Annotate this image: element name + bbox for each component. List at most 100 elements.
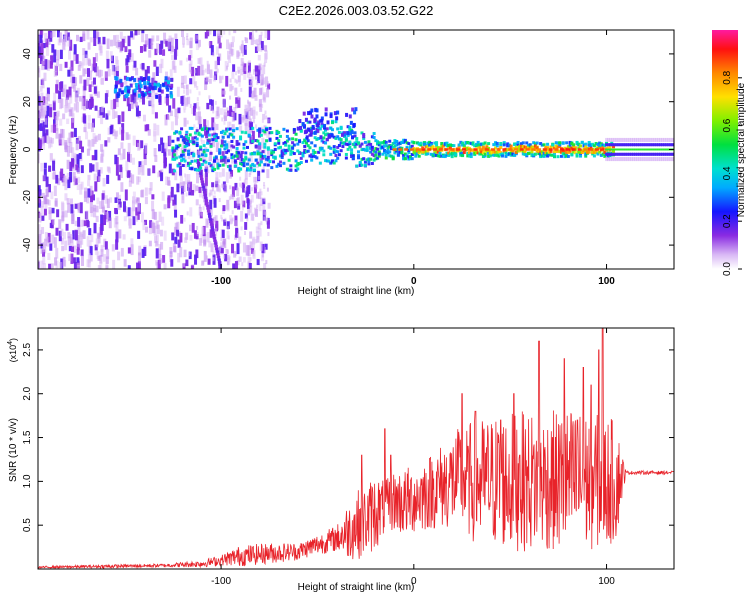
heatmap-cell [222,205,226,212]
heatmap-cell [206,220,209,225]
heatmap-cell [261,156,265,160]
heatmap-cell [351,142,355,146]
heatmap-cell [83,103,87,111]
heatmap-cell [645,148,649,151]
heatmap-cell [142,95,146,105]
heatmap-cell [219,144,223,148]
heatmap-cell [130,53,134,62]
heatmap-cell [82,68,86,77]
heatmap-cell [187,187,190,192]
heatmap-cell [73,44,77,55]
heatmap-cell [448,152,452,156]
heatmap-cell [150,221,154,229]
heatmap-cell [252,106,256,114]
heatmap-cell [280,152,284,156]
heatmap-cell [141,248,145,258]
heatmap-cell [506,144,510,148]
heatmap-cell [218,164,222,168]
heatmap-cell [197,131,201,135]
heatmap-cell [637,137,641,142]
heatmap-cell [124,76,128,85]
heatmap-cell [320,116,324,121]
heatmap-cell [316,128,320,133]
heatmap-cell [608,145,612,149]
heatmap-cell [130,103,134,109]
heatmap-cell [48,263,52,269]
heatmap-cell [214,134,218,138]
heatmap-cell [377,141,381,145]
heatmap-cell [603,144,607,148]
heatmap-cell [299,160,303,164]
heatmap-cell [112,108,116,119]
heatmap-cell [198,206,202,216]
heatmap-cell [388,154,392,158]
heatmap-cell [157,172,161,178]
heatmap-cell [633,143,637,147]
heatmap-cell [461,154,465,158]
heatmap-cell [257,222,261,230]
heatmap-cell [614,137,618,142]
heatmap-cell [421,150,425,154]
heatmap-cell [616,137,620,142]
heatmap-cell [304,117,308,122]
heatmap-cell [185,84,189,96]
heatmap-cell [209,144,213,148]
y-tick-label: 0.5 [22,518,33,532]
heatmap-cell [254,74,258,80]
heatmap-cell [360,157,364,161]
heatmap-cell [495,153,499,157]
heatmap-cell [98,174,102,182]
heatmap-cell [156,224,160,235]
heatmap-cell [480,152,484,156]
heatmap-cell [215,172,219,182]
heatmap-cell [95,205,99,213]
heatmap-cell [388,139,392,143]
heatmap-cell [169,69,173,77]
heatmap-cell [112,129,116,137]
heatmap-cell [218,172,222,178]
heatmap-cell [282,152,286,156]
heatmap-cell [190,151,194,155]
heatmap-cell [96,91,100,98]
heatmap-cell [244,37,247,42]
heatmap-cell [145,34,149,46]
heatmap-cell [610,157,614,162]
heatmap-cell [44,103,48,111]
heatmap-cell [89,70,93,81]
heatmap-cell [292,127,296,131]
heatmap-cell [241,117,245,123]
heatmap-cell [307,111,311,116]
heatmap-cell [237,169,241,173]
heatmap-cell [69,141,73,153]
heatmap-cell [440,144,444,148]
heatmap-cell [317,126,321,130]
heatmap-cell [139,165,143,173]
heatmap-cell [76,34,80,42]
heatmap-cell [313,119,317,124]
heatmap-cell [473,144,477,148]
heatmap-cell [262,209,266,221]
heatmap-cell [235,97,239,104]
heatmap-cell [151,86,155,91]
heatmap-cell [40,101,44,111]
heatmap-cell [70,60,74,71]
heatmap-cell [263,80,266,85]
heatmap-cell [330,160,334,164]
heatmap-cell [160,89,164,94]
heatmap-cell [528,143,532,147]
heatmap-cell [223,143,227,147]
heatmap-cell [93,36,97,46]
heatmap-cell [185,144,189,148]
heatmap-cell [464,140,468,144]
heatmap-cell [352,122,356,127]
heatmap-cell [54,257,58,266]
heatmap-cell [218,179,221,184]
heatmap-cell [48,59,52,69]
heatmap-cell [363,160,367,164]
heatmap-cell [93,86,97,94]
heatmap-cell [164,81,168,86]
heatmap-cell [104,241,108,250]
heatmap-cell [149,220,153,228]
heatmap-cell [571,148,576,151]
heatmap-cell [251,152,255,156]
